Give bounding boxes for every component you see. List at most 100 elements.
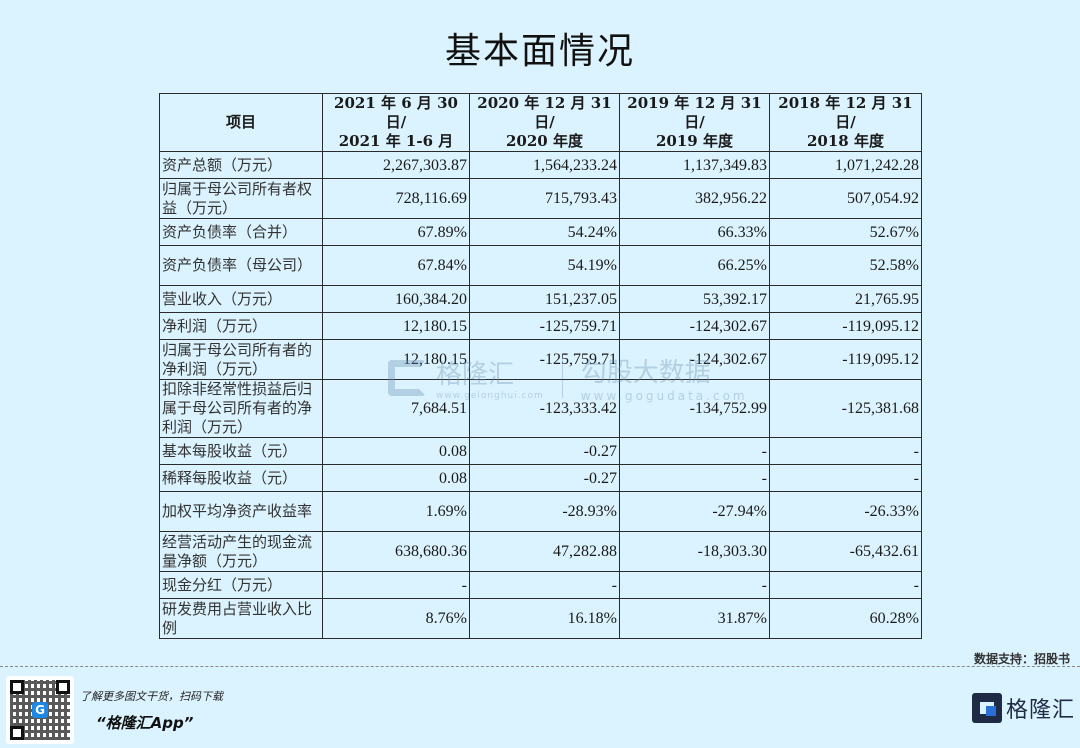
cell-value: -65,432.61 (769, 531, 922, 572)
qr-finder-icon (10, 680, 24, 694)
cell-value: -125,381.68 (769, 379, 922, 438)
cell-value: 1,564,233.24 (469, 151, 620, 179)
row-label: 资产负债率（合并） (159, 218, 323, 246)
row-label: 净利润（万元） (159, 312, 323, 340)
cell-value: -28.93% (469, 491, 620, 532)
cell-value: 151,237.05 (469, 285, 620, 313)
cell-value: 16.18% (469, 598, 620, 639)
cell-value: 2,267,303.87 (322, 151, 470, 179)
cell-value: - (469, 571, 620, 599)
cell-value: - (619, 571, 770, 599)
cell-value: -124,302.67 (619, 339, 770, 380)
gelonghui-logo-icon (972, 693, 1002, 723)
cell-value: 715,793.43 (469, 178, 620, 219)
table-row: 稀释每股收益（元） 0.08 -0.27 - - (159, 464, 922, 492)
cell-value: - (322, 571, 470, 599)
table-row: 资产负债率（母公司） 67.84% 54.19% 66.25% 52.58% (159, 245, 922, 286)
row-label: 扣除非经常性损益后归属于母公司所有者的净利润（万元） (159, 379, 323, 438)
row-label: 归属于母公司所有者权益（万元） (159, 178, 323, 219)
cell-value: 54.24% (469, 218, 620, 246)
cell-value: 1,137,349.83 (619, 151, 770, 179)
table-row: 净利润（万元） 12,180.15 -125,759.71 -124,302.6… (159, 312, 922, 340)
row-label: 资产负债率（母公司） (159, 245, 323, 286)
row-label: 归属于母公司所有者的净利润（万元） (159, 339, 323, 380)
cell-value: 52.58% (769, 245, 922, 286)
cell-value: 21,765.95 (769, 285, 922, 313)
table-row: 经营活动产生的现金流量净额（万元） 638,680.36 47,282.88 -… (159, 531, 922, 572)
footer-divider (0, 666, 1080, 667)
cell-value: 638,680.36 (322, 531, 470, 572)
brand-name: 格隆汇 (1006, 698, 1076, 723)
cell-value: -27.94% (619, 491, 770, 532)
table-row: 资产负债率（合并） 67.89% 54.24% 66.33% 52.67% (159, 218, 922, 246)
cell-value: - (619, 464, 770, 492)
page-title: 基本面情况 (444, 31, 635, 72)
cell-value: - (769, 464, 922, 492)
cell-value: 8.76% (322, 598, 470, 639)
qr-logo-icon: G (32, 702, 48, 718)
cell-value: 67.89% (322, 218, 470, 246)
cell-value: 52.67% (769, 218, 922, 246)
cell-value: 60.28% (769, 598, 922, 639)
financial-table: 项目 2021 年 6 月 30 日/2021 年 1-6 月 2020 年 1… (159, 93, 922, 639)
row-label: 营业收入（万元） (159, 285, 323, 313)
cell-value: 67.84% (322, 245, 470, 286)
cell-value: -0.27 (469, 464, 620, 492)
table-row: 资产总额（万元） 2,267,303.87 1,564,233.24 1,137… (159, 151, 922, 179)
cell-value: 7,684.51 (322, 379, 470, 438)
cell-value: -119,095.12 (769, 312, 922, 340)
cell-value: 728,116.69 (322, 178, 470, 219)
cell-value: 0.08 (322, 437, 470, 465)
data-source: 数据支持：招股书 (973, 652, 1070, 666)
cell-value: -123,333.42 (469, 379, 620, 438)
promo-text: 了解更多图文干货，扫码下载 (80, 690, 223, 703)
cell-value: -26.33% (769, 491, 922, 532)
header-2020: 2020 年 12 月 31 日/2020 年度 (469, 93, 620, 152)
cell-value: -134,752.99 (619, 379, 770, 438)
cell-value: 0.08 (322, 464, 470, 492)
table-row: 扣除非经常性损益后归属于母公司所有者的净利润（万元） 7,684.51 -123… (159, 379, 922, 438)
table-row: 加权平均净资产收益率 1.69% -28.93% -27.94% -26.33% (159, 491, 922, 532)
qr-finder-icon (10, 726, 24, 740)
table-row: 归属于母公司所有者的净利润（万元） 12,180.15 -125,759.71 … (159, 339, 922, 380)
qr-code[interactable]: G (6, 676, 74, 744)
cell-value: 12,180.15 (322, 312, 470, 340)
row-label: 现金分红（万元） (159, 571, 323, 599)
cell-value: - (769, 571, 922, 599)
table-row: 研发费用占营业收入比例 8.76% 16.18% 31.87% 60.28% (159, 598, 922, 639)
cell-value: -125,759.71 (469, 312, 620, 340)
header-2019: 2019 年 12 月 31 日/2019 年度 (619, 93, 770, 152)
brand-logo: 格隆汇 (972, 692, 1075, 724)
cell-value: 1.69% (322, 491, 470, 532)
header-item: 项目 (159, 93, 323, 152)
cell-value: 160,384.20 (322, 285, 470, 313)
cell-value: -125,759.71 (469, 339, 620, 380)
qr-finder-icon (56, 680, 70, 694)
row-label: 经营活动产生的现金流量净额（万元） (159, 531, 323, 572)
cell-value: 66.25% (619, 245, 770, 286)
cell-value: - (769, 437, 922, 465)
cell-value: -124,302.67 (619, 312, 770, 340)
row-label: 资产总额（万元） (159, 151, 323, 179)
header-2021h1: 2021 年 6 月 30 日/2021 年 1-6 月 (322, 93, 470, 152)
cell-value: 12,180.15 (322, 339, 470, 380)
cell-value: 382,956.22 (619, 178, 770, 219)
cell-value: 53,392.17 (619, 285, 770, 313)
cell-value: -18,303.30 (619, 531, 770, 572)
table-row: 现金分红（万元） - - - - (159, 571, 922, 599)
row-label: 基本每股收益（元） (159, 437, 323, 465)
table-row: 归属于母公司所有者权益（万元） 728,116.69 715,793.43 38… (159, 178, 922, 219)
table-row: 基本每股收益（元） 0.08 -0.27 - - (159, 437, 922, 465)
cell-value: -119,095.12 (769, 339, 922, 380)
row-label: 加权平均净资产收益率 (159, 491, 323, 532)
row-label: 研发费用占营业收入比例 (159, 598, 323, 639)
cell-value: 66.33% (619, 218, 770, 246)
table-header-row: 项目 2021 年 6 月 30 日/2021 年 1-6 月 2020 年 1… (159, 93, 922, 152)
cell-value: 47,282.88 (469, 531, 620, 572)
row-label: 稀释每股收益（元） (159, 464, 323, 492)
cell-value: -0.27 (469, 437, 620, 465)
cell-value: 507,054.92 (769, 178, 922, 219)
promo-app-name: “格隆汇App” (96, 714, 194, 732)
cell-value: 31.87% (619, 598, 770, 639)
cell-value: - (619, 437, 770, 465)
